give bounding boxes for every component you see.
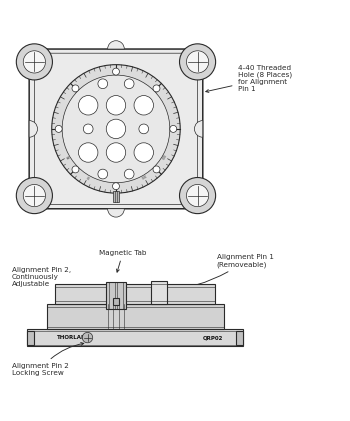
Bar: [236, 330, 243, 344]
Circle shape: [106, 119, 126, 139]
Circle shape: [23, 184, 46, 207]
Bar: [27, 329, 243, 346]
Text: Alignment Pin 1
(Removeable): Alignment Pin 1 (Removeable): [163, 254, 274, 292]
Circle shape: [180, 178, 216, 213]
Circle shape: [170, 125, 177, 132]
Circle shape: [16, 178, 52, 213]
Text: 210: 210: [150, 88, 158, 94]
Wedge shape: [108, 209, 124, 217]
Text: 4-40 Threaded
Hole (8 Places)
for Alignment
Pin 1: 4-40 Threaded Hole (8 Places) for Alignm…: [206, 65, 292, 92]
Bar: [47, 304, 224, 329]
Circle shape: [23, 51, 46, 73]
Circle shape: [106, 96, 126, 115]
Circle shape: [112, 68, 119, 75]
Text: 180: 180: [113, 73, 119, 77]
Bar: [112, 298, 119, 305]
Circle shape: [153, 166, 160, 173]
Bar: [55, 284, 215, 304]
Circle shape: [124, 79, 134, 89]
Circle shape: [52, 65, 180, 193]
Circle shape: [134, 143, 153, 162]
Circle shape: [78, 143, 98, 162]
Text: Magnetic Tab: Magnetic Tab: [99, 250, 147, 272]
Text: 150: 150: [75, 87, 82, 94]
Text: QRP02: QRP02: [203, 335, 224, 340]
Circle shape: [82, 332, 93, 343]
Text: 60: 60: [66, 153, 72, 159]
Bar: [151, 281, 167, 304]
Circle shape: [83, 124, 93, 134]
Wedge shape: [29, 120, 37, 137]
Text: 90: 90: [60, 127, 64, 131]
Circle shape: [16, 44, 52, 80]
Circle shape: [153, 85, 160, 92]
Circle shape: [62, 75, 170, 183]
Circle shape: [72, 85, 79, 92]
Circle shape: [139, 124, 149, 134]
Bar: [27, 330, 34, 344]
Circle shape: [124, 169, 134, 179]
Circle shape: [134, 96, 153, 115]
Text: THORLABS: THORLABS: [57, 335, 90, 340]
Wedge shape: [195, 120, 203, 137]
FancyBboxPatch shape: [29, 49, 203, 209]
Text: 270: 270: [168, 126, 172, 132]
Circle shape: [72, 166, 79, 173]
Text: 300: 300: [159, 152, 166, 160]
Wedge shape: [108, 41, 124, 49]
Circle shape: [180, 44, 216, 80]
Bar: [113, 192, 119, 202]
Circle shape: [187, 51, 209, 73]
Bar: [106, 282, 126, 309]
Circle shape: [98, 169, 108, 179]
Text: 330: 330: [139, 172, 146, 179]
Text: Alignment Pin 2,
Continuously
Adjustable: Alignment Pin 2, Continuously Adjustable: [12, 267, 83, 301]
Circle shape: [78, 96, 98, 115]
Circle shape: [187, 184, 209, 207]
Circle shape: [98, 79, 108, 89]
Circle shape: [106, 143, 126, 162]
Circle shape: [55, 125, 62, 132]
Circle shape: [112, 183, 119, 190]
Text: 30: 30: [86, 173, 92, 178]
Text: Alignment Pin 2
Locking Screw: Alignment Pin 2 Locking Screw: [12, 342, 84, 376]
